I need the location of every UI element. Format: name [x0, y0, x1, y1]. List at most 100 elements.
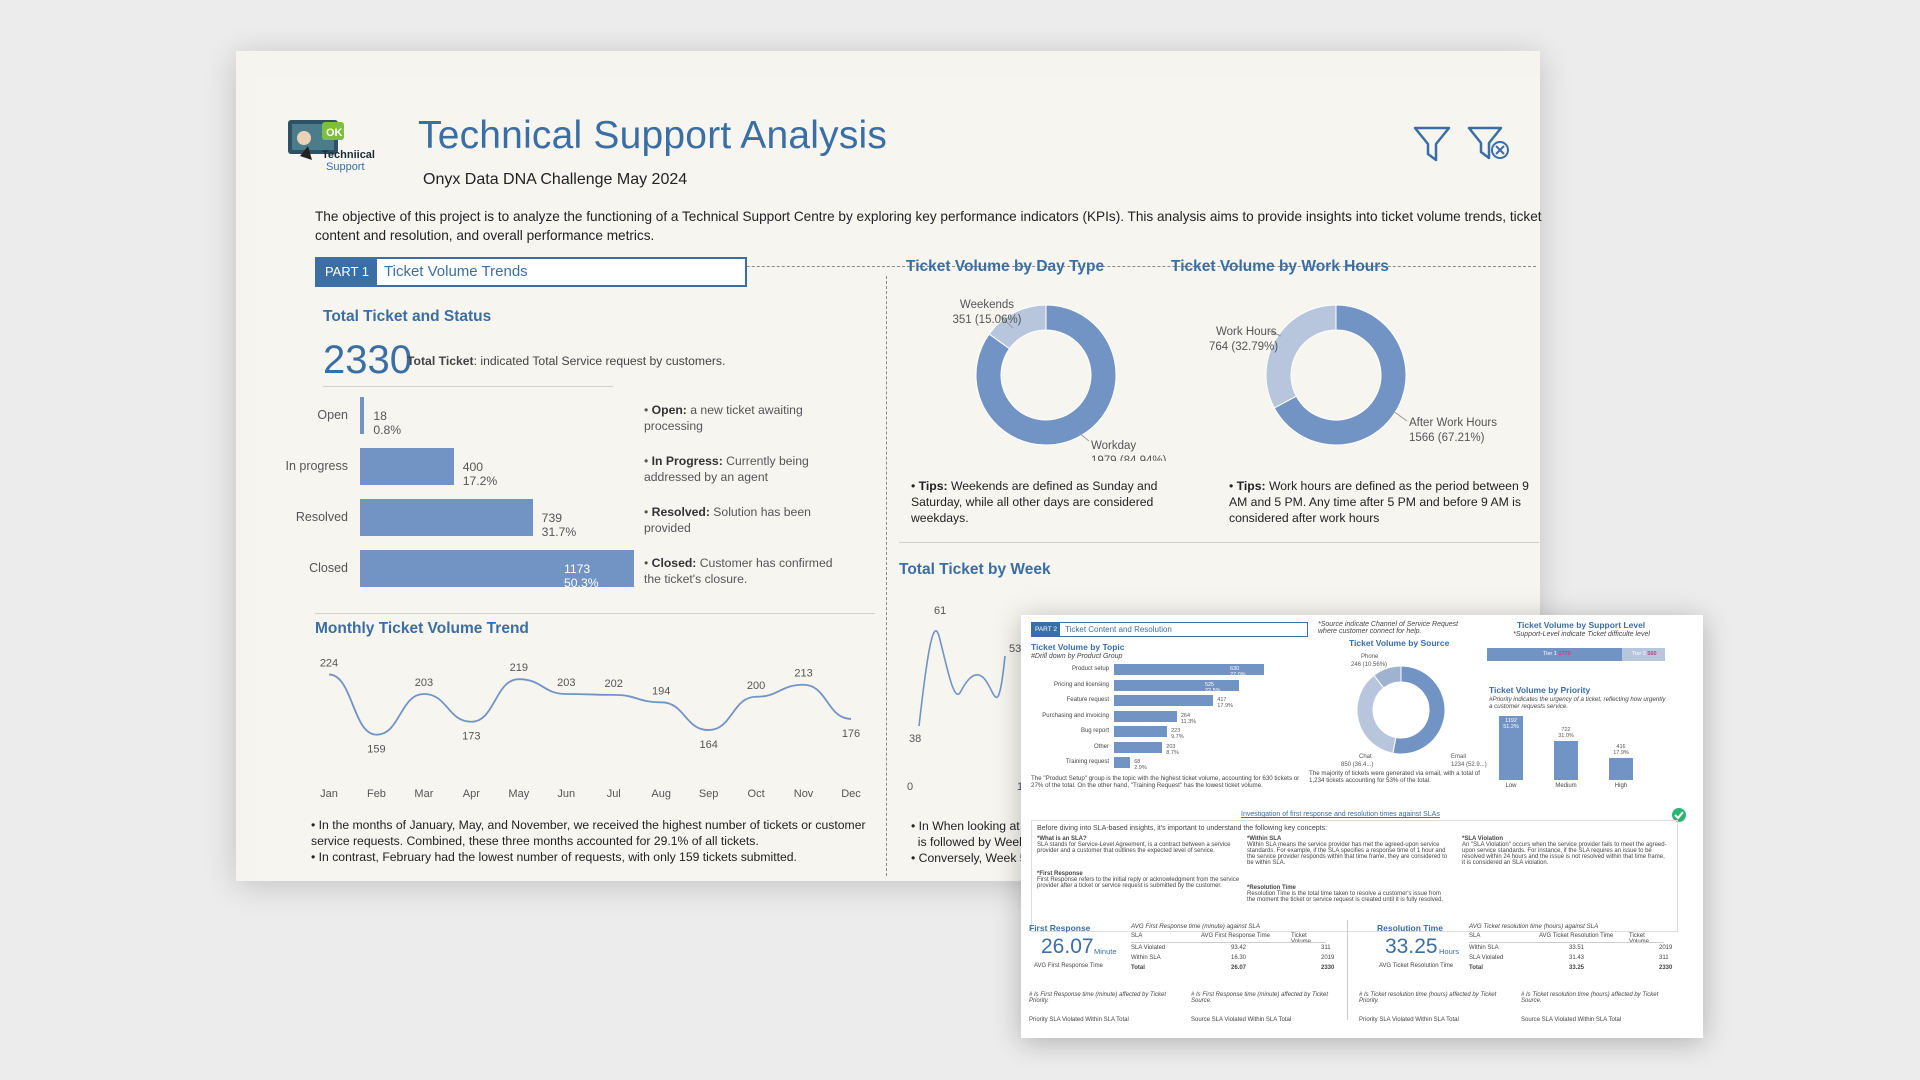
sla-link[interactable]: Investigation of first response and reso… [1241, 811, 1440, 818]
table-cell: 2019 [1659, 945, 1673, 951]
tier2-label: Tier 2 560 [1632, 651, 1657, 657]
part1-title: Ticket Volume Trends [384, 263, 528, 280]
table-header: SLA [1469, 933, 1481, 939]
value-weekends: 351 (15.06%) [952, 314, 1021, 326]
monthly-tick-label: Apr [463, 788, 480, 800]
day-type-tip: • Tips: Weekends are defined as Sunday a… [911, 479, 1158, 525]
filter-icon[interactable] [1412, 124, 1452, 169]
table-cell: SLA Violated [1469, 955, 1504, 961]
donut-slice [1373, 665, 1402, 689]
status-value: 739 31.7% [541, 511, 577, 539]
status-label: Open [317, 408, 348, 422]
page-subtitle: Onyx Data DNA Challenge May 2024 [423, 171, 688, 188]
monthly-data-label: 203 [557, 677, 575, 689]
table-header: Ticket Volume [1291, 933, 1312, 945]
table-cell: 2330 [1321, 965, 1335, 971]
source-label: 1234 (52.9...) [1451, 762, 1487, 768]
fr-caption: AVG First Response Time [1034, 963, 1103, 969]
work-hours-tip: • Tips: Work hours are defined as the pe… [1229, 479, 1529, 525]
fr-table-title: AVG First Response time (minute) against… [1131, 923, 1260, 930]
priority-bar [1609, 757, 1633, 780]
logo-text-2: Support [326, 161, 365, 173]
support-level-note: *Support-Level indicate Ticket difficult… [1513, 631, 1650, 638]
monthly-tick-label: Jul [607, 788, 621, 800]
foot-cols-d: Source SLA Violated Within SLA Total [1521, 1017, 1622, 1023]
value-after-work-hours: 1566 (67.21%) [1409, 432, 1485, 444]
foot-cols-c: Priority SLA Violated Within SLA Total [1359, 1017, 1459, 1023]
fr-value: 26.07 [1041, 935, 1094, 958]
topic-bar [1114, 664, 1264, 675]
table-cell: 33.51 [1569, 945, 1585, 951]
monthly-data-label: 176 [842, 728, 860, 740]
topic-label: Product setup [1071, 666, 1109, 672]
clear-filter-icon[interactable] [1466, 124, 1512, 169]
topic-bar [1114, 679, 1239, 691]
priority-label: Medium [1555, 783, 1577, 789]
intro-text: The objective of this project is to anal… [315, 209, 1542, 243]
monthly-data-label: 164 [699, 739, 717, 751]
report-page: OK Techniical Support Technical Support … [236, 51, 1542, 881]
status-desc: • Open: a new ticket awaiting processing [644, 403, 803, 433]
rt-value: 33.25 [1385, 935, 1438, 958]
source-label: 246 (10.56%) [1351, 662, 1387, 668]
vertical-divider [886, 276, 887, 876]
sla-resolution-time: *Resolution Time Resolution Time is the t… [1247, 885, 1444, 903]
leader-line [998, 314, 1014, 329]
monthly-data-label: 203 [415, 677, 433, 689]
rt-unit: Hours [1439, 947, 1460, 956]
table-cell: 93.42 [1231, 945, 1247, 951]
value-work-hours: 764 (32.79%) [1209, 341, 1278, 353]
priority-title: Ticket Volume by Priority [1489, 685, 1591, 695]
foot-cols-a: Priority SLA Violated Within SLA Total [1029, 1017, 1129, 1023]
topic-bar [1114, 695, 1214, 706]
rt-title: Resolution Time [1377, 923, 1443, 933]
topic-value: 525 22.5% [1204, 681, 1221, 694]
monthly-series-line [328, 673, 852, 736]
weekly-label-max: 61 [934, 605, 946, 617]
source-label: Chat [1359, 754, 1372, 760]
part1-header: PART 1 Ticket Volume Trends [315, 257, 747, 287]
table-cell: 16.30 [1231, 955, 1247, 961]
priority-value: 722 31.0% [1558, 727, 1574, 740]
table-cell: Within SLA [1131, 955, 1161, 961]
topic-bar [1114, 710, 1177, 722]
monthly-data-label: 213 [794, 668, 812, 680]
table-header: AVG First Response Time [1201, 933, 1270, 939]
weekly-tick-0: 0 [907, 781, 913, 793]
status-value: 1173 50.3% [564, 562, 599, 590]
topic-label: Pricing and licensing [1053, 681, 1109, 688]
status-title: Total Ticket and Status [323, 308, 492, 325]
status-bar [360, 397, 365, 434]
sla-concepts-box: Before diving into SLA-based insights, i… [1031, 820, 1678, 932]
day-type-title: Ticket Volume by Day Type [906, 258, 1105, 275]
report-canvas: OK Techniical Support Technical Support … [256, 76, 1542, 881]
total-ticket-value: 2330 [323, 338, 412, 382]
sla-violation: *SLA Violation An "SLA Violation" occurs … [1462, 836, 1667, 866]
topic-label: Other [1093, 743, 1109, 750]
work-hours-title: Ticket Volume by Work Hours [1171, 258, 1389, 275]
weekly-note-3: • Conversely, Week 52 ex [911, 851, 1050, 865]
status-label: Resolved [295, 510, 348, 524]
label-work-hours: Work Hours [1216, 326, 1277, 338]
status-desc: • In Progress: Currently being addressed… [644, 454, 809, 484]
table-cell: 26.07 [1231, 965, 1247, 971]
topic-value: 264 11.3% [1180, 712, 1197, 725]
part2-tag: PART 2 [1032, 623, 1060, 636]
value-workday: 1979 (84.94%) [1091, 455, 1167, 461]
monthly-data-label: 219 [510, 662, 528, 674]
topic-bar [1114, 741, 1163, 753]
donut-slice [1265, 304, 1337, 409]
sla-within: *Within SLA Within SLA means the service … [1247, 836, 1448, 866]
priority-label: High [1614, 783, 1628, 789]
fr-unit: Minute [1094, 947, 1117, 956]
monthly-data-label: 202 [605, 678, 623, 690]
leader-line [1078, 432, 1090, 442]
day-type-donut: Weekends 351 (15.06%) Workday 1979 (84.94%) [952, 299, 1167, 461]
priority-value: 1192 51.2% [1503, 718, 1519, 730]
label-weekends: Weekends [960, 299, 1014, 311]
table-cell: 311 [1321, 945, 1331, 951]
weekly-series-line [918, 630, 1006, 727]
topic-value: 223 9.7% [1171, 728, 1184, 740]
topic-foot: The "Product Setup" group is the topic w… [1031, 775, 1300, 789]
foot-d: # Is Ticket resolution time (hours) affe… [1521, 992, 1659, 1004]
